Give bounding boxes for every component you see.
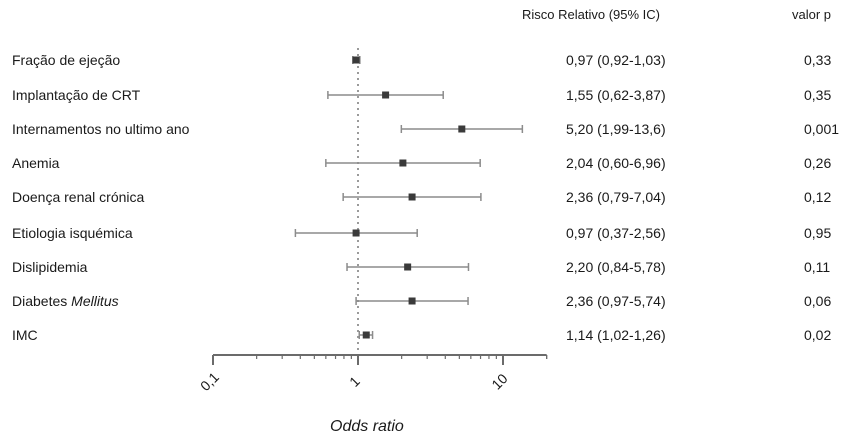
- x-tick-label: 10: [488, 370, 510, 392]
- rr-value: 2,36 (0,97-5,74): [566, 293, 666, 309]
- row-label-text: Anemia: [12, 155, 60, 171]
- row-label: Dislipidemia: [12, 259, 87, 275]
- point-estimate: [404, 263, 412, 271]
- row-label: Anemia: [12, 155, 59, 171]
- p-value-column-header: valor p: [792, 7, 832, 22]
- row-label-italic-text: Mellitus: [71, 293, 119, 309]
- rr-value: 1,55 (0,62-3,87): [566, 87, 666, 103]
- row-label-text: Fração de ejeção: [12, 52, 121, 68]
- x-axis-title: Odds ratio: [330, 418, 404, 435]
- row-label-text: IMC: [12, 327, 38, 343]
- p-value: 0,11: [804, 259, 831, 275]
- rr-value: 2,36 (0,79-7,04): [566, 189, 666, 205]
- row-label: Diabetes Mellitus: [12, 293, 119, 309]
- row-label: Internamentos no ultimo ano: [12, 121, 189, 137]
- row-label-text: Internamentos no ultimo ano: [12, 121, 190, 137]
- rr-value: 1,14 (1,02-1,26): [566, 327, 666, 343]
- rr-value: 2,20 (0,84-5,78): [566, 259, 666, 275]
- row-label-text: Dislipidemia: [12, 259, 88, 275]
- rr-value: 0,97 (0,37-2,56): [566, 225, 666, 241]
- point-estimate: [408, 297, 416, 305]
- row-label: Fração de ejeção: [12, 52, 120, 68]
- point-estimate: [362, 331, 370, 339]
- rr-value: 0,97 (0,92-1,03): [566, 52, 666, 68]
- x-tick-label: 0,1: [197, 369, 222, 394]
- row-label-text: Etiologia isquémica: [12, 225, 133, 241]
- point-estimate: [382, 91, 390, 99]
- x-tick-label: 1: [346, 373, 363, 390]
- rr-value: 5,20 (1,99-13,6): [566, 121, 666, 137]
- row-label: Doença renal crónica: [12, 189, 144, 205]
- rr-value: 2,04 (0,60-6,96): [566, 155, 666, 171]
- p-value: 0,33: [804, 52, 832, 68]
- p-value: 0,95: [804, 225, 832, 241]
- p-value: 0,12: [804, 189, 832, 205]
- p-value: 0,001: [804, 121, 840, 137]
- p-value: 0,06: [804, 293, 832, 309]
- point-estimate: [458, 125, 466, 133]
- p-value: 0,35: [804, 87, 832, 103]
- point-estimate: [352, 56, 360, 64]
- p-value: 0,26: [804, 155, 832, 171]
- rr-column-header: Risco Relativo (95% IC): [522, 7, 660, 22]
- row-label: Etiologia isquémica: [12, 225, 133, 241]
- row-label: Implantação de CRT: [12, 87, 140, 103]
- point-estimate: [352, 229, 360, 237]
- row-label-text: Implantação de CRT: [12, 87, 141, 103]
- point-estimate: [408, 193, 416, 201]
- row-label-text: Doença renal crónica: [12, 189, 145, 205]
- p-value: 0,02: [804, 327, 832, 343]
- point-estimate: [399, 159, 407, 167]
- row-label-text: Diabetes: [12, 293, 72, 309]
- row-label: IMC: [12, 327, 38, 343]
